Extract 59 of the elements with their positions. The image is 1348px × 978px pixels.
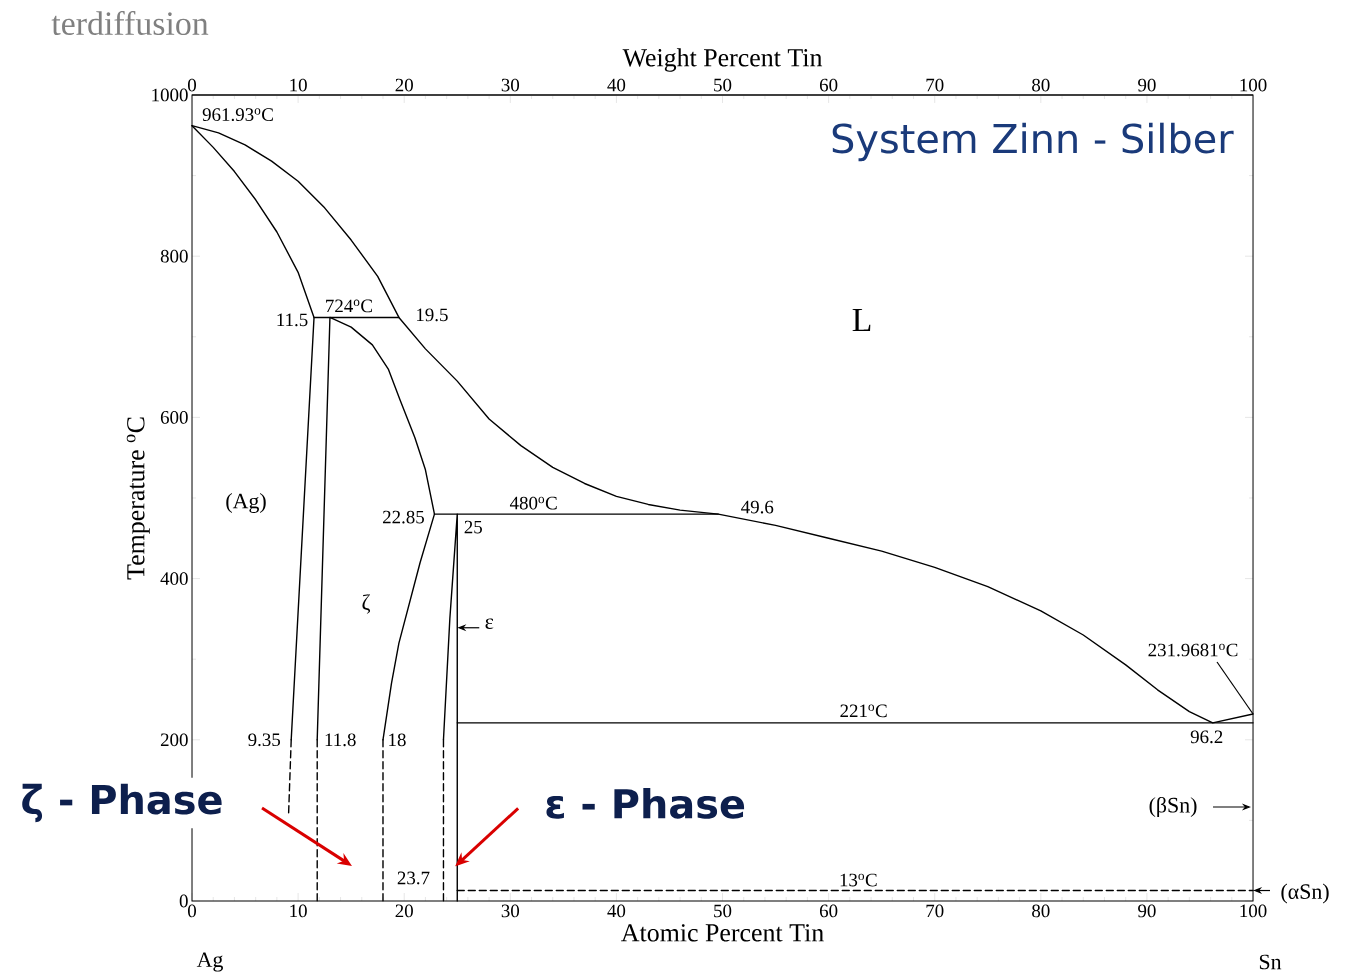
x-tick-label: 30 bbox=[501, 78, 520, 92]
x2-tick-label: 20 bbox=[395, 904, 413, 918]
x2-tick-label: 70 bbox=[926, 904, 944, 918]
x2-tick-label: 50 bbox=[714, 904, 732, 918]
x-tick-label: 90 bbox=[1138, 78, 1156, 92]
y-tick-label: 800 bbox=[160, 249, 188, 263]
y-tick-label: 1000 bbox=[152, 88, 188, 102]
annotation: ε bbox=[485, 618, 494, 630]
annotation: 221$^{o}$C bbox=[840, 704, 887, 718]
x-tick-label: 50 bbox=[714, 78, 732, 92]
x-tick-label: 20 bbox=[395, 78, 413, 92]
text: terdiffusion bbox=[51, 10, 209, 36]
annotation: 19.5 bbox=[417, 308, 448, 322]
y-axis-title: Temperature $^{o}$C bbox=[126, 417, 150, 580]
annotation: ε - Phase bbox=[546, 787, 745, 819]
x2-tick-label: 60 bbox=[819, 904, 838, 918]
x2-axis-title: Weight Percent Tin bbox=[622, 48, 823, 72]
x-axis-title: Atomic Percent Tin bbox=[621, 924, 824, 942]
x-tick-label: 70 bbox=[926, 78, 944, 92]
annotation: 18 bbox=[389, 733, 406, 747]
text: Sn bbox=[1259, 954, 1282, 970]
x2-tick-label: 80 bbox=[1032, 904, 1050, 918]
annotation: 480$^{o}$C bbox=[509, 496, 557, 510]
annotation: L bbox=[852, 308, 871, 332]
x-tick-label: 80 bbox=[1032, 78, 1050, 92]
annotation: (Ag) bbox=[226, 493, 266, 513]
annotation: 13$^{o}$C bbox=[840, 873, 877, 887]
annotation: 25 bbox=[464, 520, 482, 534]
annotation: 49.6 bbox=[741, 500, 774, 514]
text: Ag bbox=[196, 952, 223, 972]
x2-tick-label: 0 bbox=[187, 904, 197, 918]
x2-tick-label: 40 bbox=[607, 904, 626, 918]
x-tick-label: 10 bbox=[290, 78, 307, 92]
annotation: ζ bbox=[362, 594, 371, 614]
x-tick-label: 60 bbox=[819, 78, 838, 92]
text: System Zinn - Silber bbox=[832, 122, 1234, 162]
annotation: 11.8 bbox=[325, 733, 356, 747]
annotation: ζ - Phase bbox=[22, 783, 222, 823]
annotation: 23.7 bbox=[397, 871, 430, 885]
annotation: 724$^{o}$C bbox=[326, 299, 372, 313]
x2-tick-label: 30 bbox=[501, 904, 520, 918]
annotation: 11.5 bbox=[277, 313, 308, 327]
annotation: 961.93$^{o}$C bbox=[202, 108, 273, 122]
annotation: 22.85 bbox=[382, 510, 424, 524]
annotation: (αSn) bbox=[1281, 883, 1329, 904]
y-tick-label: 600 bbox=[160, 411, 188, 424]
x2-tick-label: 100 bbox=[1240, 904, 1267, 918]
y-tick-label: 200 bbox=[160, 733, 188, 747]
annotation: 9.35 bbox=[248, 733, 281, 747]
annotation: (βSn) bbox=[1149, 796, 1197, 818]
x2-tick-label: 90 bbox=[1138, 904, 1156, 918]
y-tick-label: 0 bbox=[179, 894, 188, 908]
annotation: 96.2 bbox=[1190, 730, 1223, 744]
y-tick-label: 400 bbox=[160, 572, 188, 585]
x2-tick-label: 10 bbox=[290, 904, 307, 918]
x-tick-label: 0 bbox=[187, 78, 197, 92]
x-tick-label: 40 bbox=[607, 78, 626, 92]
annotation: 231.9681$^{o}$C bbox=[1148, 643, 1238, 657]
x-tick-label: 100 bbox=[1240, 78, 1267, 92]
